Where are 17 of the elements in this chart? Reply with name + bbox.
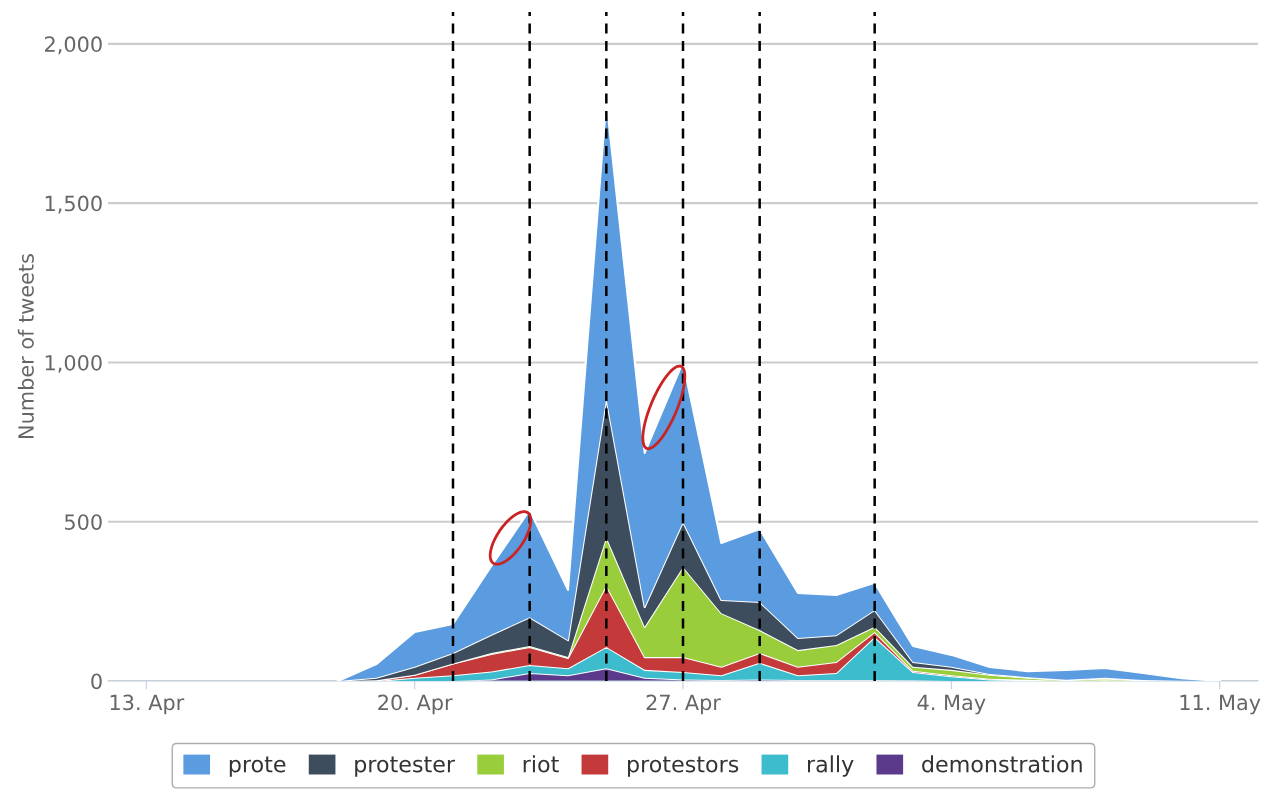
x-tick-label: 20. Apr (378, 694, 453, 715)
legend-label: protester (355, 756, 456, 777)
y-tick-label: 2,000 (45, 36, 102, 55)
x-tick-label: 27. Apr (646, 694, 721, 715)
x-tick-label: 11. May (1180, 694, 1261, 715)
legend-label: riot (523, 755, 559, 773)
legend-label: rally (808, 755, 854, 777)
x-tick-label: 13. Apr (110, 694, 185, 715)
legend-label: protestors (628, 756, 739, 777)
y-tick-label: 500 (64, 514, 102, 530)
x-tick-label: 4. May (917, 694, 986, 715)
legend-label: prote (229, 756, 286, 777)
y-tick-label: 1,000 (45, 354, 102, 373)
y-tick-label: 1,500 (45, 195, 102, 214)
legend-label: demonstration (922, 755, 1082, 773)
y-tick-label: 0 (91, 673, 102, 690)
y-axis-title: Number of tweets (17, 254, 34, 438)
